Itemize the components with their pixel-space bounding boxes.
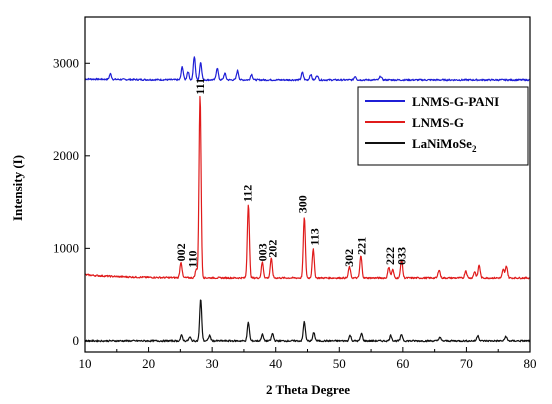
legend-label-lanimose2: LaNiMoSe2 xyxy=(412,136,477,154)
x-tick-label: 60 xyxy=(396,356,409,371)
peak-label: 221 xyxy=(355,237,369,255)
peak-label: 113 xyxy=(307,228,321,245)
peak-label: 110 xyxy=(185,250,199,267)
peak-label: 300 xyxy=(295,195,309,213)
series-layer xyxy=(84,56,531,343)
peak-label: 112 xyxy=(241,185,255,202)
x-tick-label: 20 xyxy=(142,356,155,371)
peak-label: 033 xyxy=(395,247,409,265)
x-tick-label: 30 xyxy=(206,356,219,371)
peak-label: 222 xyxy=(383,247,397,265)
legend: LNMS-G-PANI LNMS-G LaNiMoSe2 xyxy=(357,86,529,166)
x-tick-label: 70 xyxy=(460,356,473,371)
y-tick-label: 1000 xyxy=(53,240,79,255)
x-tick-label: 40 xyxy=(269,356,282,371)
x-tick-label: 10 xyxy=(79,356,92,371)
y-tick-label: 2000 xyxy=(53,148,79,163)
peak-label: 302 xyxy=(342,249,356,267)
series-line-lnms-g-pani xyxy=(84,56,531,82)
series-line-lnms-g xyxy=(84,95,531,280)
peak-label: 002 xyxy=(174,243,188,261)
legend-label-lnms-g: LNMS-G xyxy=(412,115,464,130)
x-axis-title: 2 Theta Degree xyxy=(266,382,350,397)
y-axis-title: Intensity (I) xyxy=(10,155,25,221)
peak-label: 202 xyxy=(266,240,280,258)
y-tick-label: 0 xyxy=(73,333,80,348)
peak-label: 111 xyxy=(193,78,207,95)
x-tick-label: 50 xyxy=(333,356,346,371)
peak-label: 003 xyxy=(255,243,269,261)
ticks-layer: 10 20 30 40 50 60 70 80 0 1000 2000 3000 xyxy=(53,55,537,371)
y-tick-label: 3000 xyxy=(53,55,79,70)
legend-label-lnms-g-pani: LNMS-G-PANI xyxy=(412,94,499,109)
series-line-lanimose2 xyxy=(84,299,531,343)
x-tick-label: 80 xyxy=(524,356,537,371)
